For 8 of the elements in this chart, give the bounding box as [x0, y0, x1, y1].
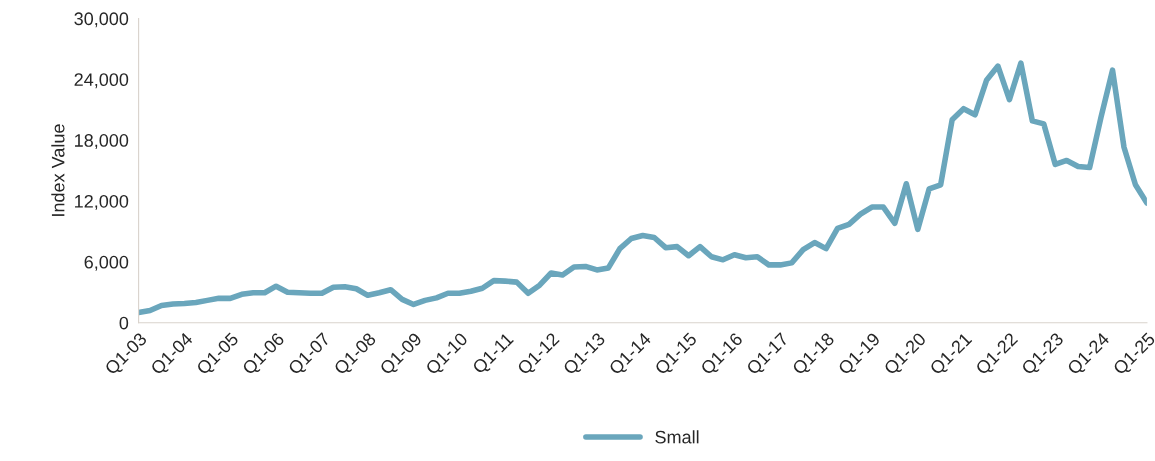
y-tick-label: 30,000	[74, 12, 129, 28]
y-tick-label: 0	[119, 316, 129, 330]
legend-label: Small	[655, 430, 699, 444]
y-tick-label: 24,000	[74, 73, 129, 89]
y-tick-label: 6,000	[84, 255, 129, 271]
y-tick-label: 18,000	[75, 134, 129, 149]
y-axis-title: Index Value	[51, 124, 65, 216]
y-tick-label: 12,000	[75, 194, 129, 210]
